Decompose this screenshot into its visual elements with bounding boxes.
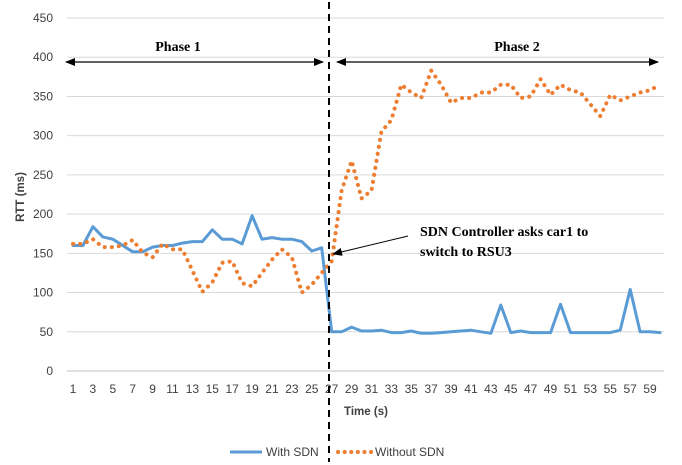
x-tick-label: 31 <box>365 382 379 396</box>
x-tick-label: 37 <box>424 382 438 396</box>
callout-text-line1: SDN Controller asks car1 to <box>420 225 588 240</box>
legend-label-without-sdn: Without SDN <box>375 445 444 459</box>
x-tick-label: 57 <box>623 382 637 396</box>
x-tick-label: 19 <box>245 382 259 396</box>
callout-arrow <box>332 235 409 256</box>
x-tick-label: 45 <box>504 382 518 396</box>
phase2-label: Phase 2 <box>494 40 540 55</box>
x-tick-label: 21 <box>265 382 279 396</box>
y-tick-label: 350 <box>33 89 53 103</box>
y-tick-label: 0 <box>46 364 53 378</box>
x-tick-label: 51 <box>564 382 578 396</box>
y-axis-ticks: 0 50 100 150 200 250 300 350 400 450 <box>33 11 53 378</box>
x-tick-label: 1 <box>70 382 77 396</box>
x-axis-title: Time (s) <box>344 406 388 418</box>
legend-label-with-sdn: With SDN <box>266 445 319 459</box>
x-tick-label: 7 <box>129 382 136 396</box>
y-tick-label: 100 <box>33 286 53 300</box>
x-tick-label: 47 <box>524 382 538 396</box>
y-tick-label: 50 <box>40 325 54 339</box>
x-tick-label: 59 <box>643 382 657 396</box>
x-tick-label: 41 <box>464 382 478 396</box>
series-with-sdn-line <box>71 214 662 335</box>
x-tick-label: 13 <box>186 382 200 396</box>
series-without-sdn-line <box>71 68 662 295</box>
series-lines <box>71 68 662 335</box>
x-tick-label: 29 <box>345 382 359 396</box>
x-tick-label: 3 <box>90 382 97 396</box>
y-tick-label: 300 <box>33 129 53 143</box>
x-tick-label: 43 <box>484 382 498 396</box>
x-tick-label: 55 <box>604 382 618 396</box>
x-tick-label: 53 <box>584 382 598 396</box>
x-tick-label: 35 <box>405 382 419 396</box>
x-tick-label: 23 <box>285 382 299 396</box>
y-tick-label: 200 <box>33 207 53 221</box>
x-axis-ticks: 1 3 5 7 9 11 13 15 17 19 21 23 25 27 29 31 33 35 37 39 41 43 4… <box>70 382 657 396</box>
callout-text-line2: switch to RSU3 <box>420 245 512 260</box>
phase1-label: Phase 1 <box>155 40 201 55</box>
x-tick-label: 5 <box>109 382 116 396</box>
x-tick-label: 17 <box>226 382 240 396</box>
y-axis-title: RTT (ms) <box>15 172 27 222</box>
x-tick-label: 27 <box>325 382 339 396</box>
x-tick-label: 25 <box>305 382 319 396</box>
y-tick-label: 150 <box>33 246 53 260</box>
y-tick-label: 450 <box>33 11 53 25</box>
y-tick-label: 250 <box>33 168 53 182</box>
legend: With SDN Without SDN <box>230 445 444 459</box>
x-tick-label: 11 <box>166 382 179 396</box>
x-tick-label: 9 <box>149 382 156 396</box>
y-tick-label: 400 <box>33 50 53 64</box>
x-tick-label: 49 <box>544 382 558 396</box>
x-tick-label: 39 <box>444 382 458 396</box>
x-tick-label: 33 <box>385 382 399 396</box>
x-tick-label: 15 <box>206 382 220 396</box>
gridlines <box>67 17 664 372</box>
